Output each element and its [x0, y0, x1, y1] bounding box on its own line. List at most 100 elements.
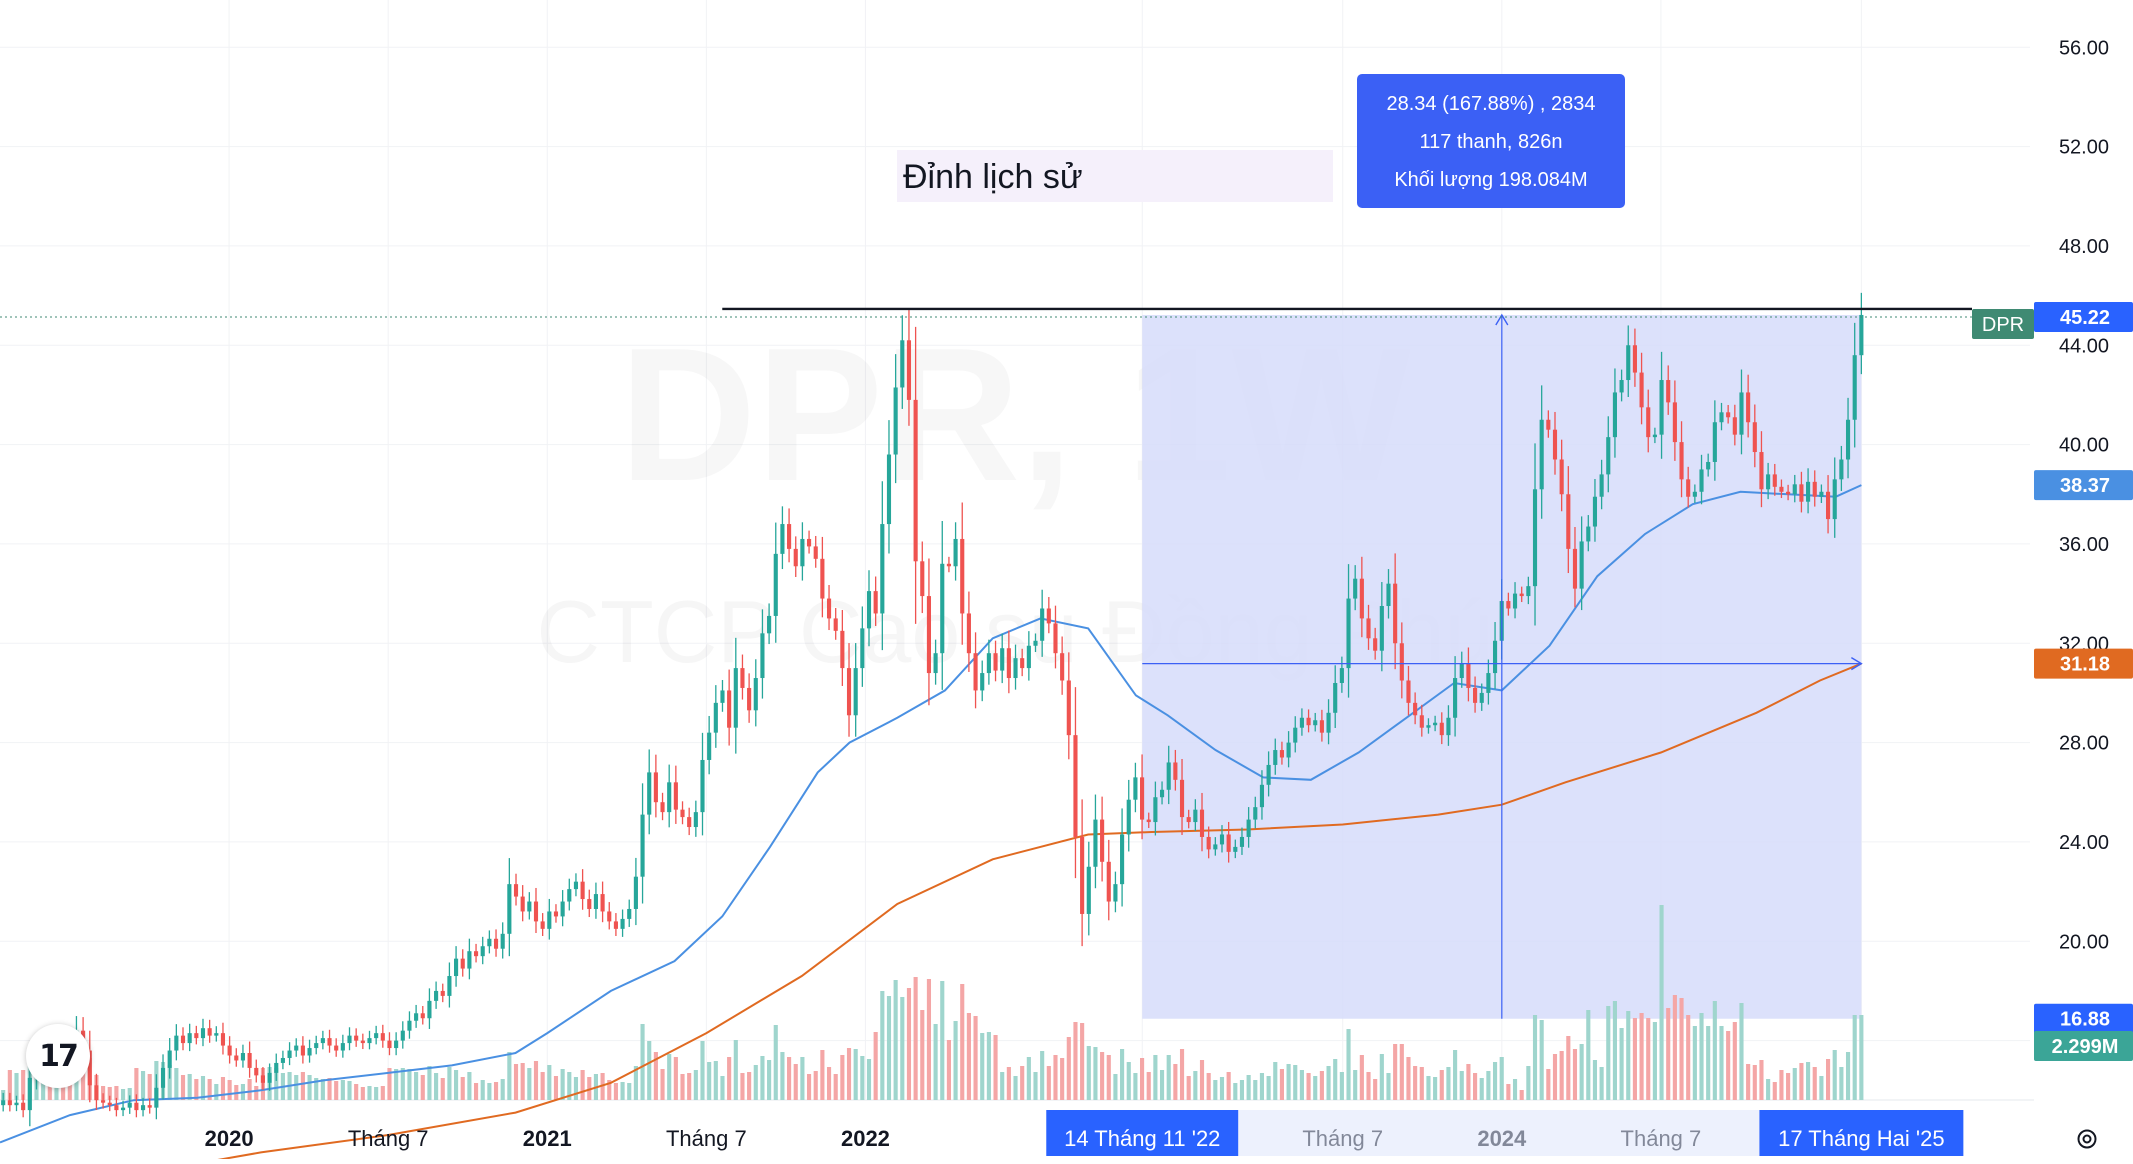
candle-body	[254, 1067, 259, 1076]
volume-bar	[1213, 1080, 1218, 1100]
volume-bar	[460, 1077, 465, 1100]
candle-body	[94, 1085, 99, 1101]
volume-bar	[1126, 1062, 1131, 1100]
volume-bar	[846, 1048, 852, 1100]
candle-body	[420, 1013, 425, 1019]
volume-bar	[1233, 1083, 1238, 1100]
volume-bar	[1845, 1052, 1851, 1100]
candle-body	[1839, 459, 1844, 480]
volume-bar	[893, 980, 898, 1100]
axis-price-label-text: 45.22	[2060, 307, 2110, 329]
candle-body	[1093, 819, 1098, 867]
candle-body	[127, 1102, 132, 1108]
candle-body	[1206, 836, 1211, 850]
candle-body	[540, 921, 545, 929]
volume-bar	[1366, 1072, 1371, 1100]
x-tick-label: 2020	[205, 1126, 254, 1151]
volume-bar	[1060, 1058, 1065, 1100]
volume-bar	[340, 1080, 345, 1100]
candle-body	[1233, 846, 1238, 852]
candle-body	[467, 951, 472, 969]
volume-bar	[1286, 1064, 1291, 1100]
candle-body	[120, 1107, 126, 1111]
candle-body	[660, 802, 665, 813]
candle-body	[1040, 608, 1045, 641]
candle-body	[14, 1102, 19, 1106]
candle-body	[347, 1035, 352, 1044]
volume-bar	[1652, 1022, 1657, 1100]
candle-body	[234, 1055, 239, 1061]
volume-bar	[640, 1024, 645, 1100]
candle-body	[946, 563, 951, 567]
candle-body	[1140, 777, 1145, 820]
candle-body	[653, 772, 658, 803]
volume-bar	[74, 1066, 79, 1100]
volume-bar	[1159, 1070, 1165, 1100]
volume-bar	[533, 1061, 539, 1100]
volume-bar	[1299, 1070, 1304, 1100]
volume-bar	[1226, 1072, 1231, 1100]
candle-body	[314, 1043, 319, 1049]
candle-body	[400, 1030, 405, 1041]
volume-bar	[1712, 1001, 1717, 1100]
measure-info-line: 117 thanh, 826n	[1419, 131, 1562, 153]
candle-body	[1506, 601, 1511, 609]
candle-body	[440, 990, 445, 996]
axis-price-label	[2034, 1003, 2133, 1034]
candle-body	[367, 1038, 372, 1044]
candle-body	[1133, 777, 1138, 800]
x-tick-label-highlight: 14 Tháng 11 '22	[1064, 1126, 1220, 1151]
volume-bar	[873, 1032, 878, 1100]
candle-body	[220, 1033, 226, 1046]
candle-body	[906, 340, 912, 400]
volume-bar	[1253, 1080, 1258, 1100]
candle-body	[1825, 491, 1831, 520]
volume-bar	[513, 1064, 519, 1100]
volume-bar	[1206, 1073, 1211, 1100]
candle-body	[1333, 682, 1338, 713]
candle-body	[1539, 419, 1544, 490]
x-tick-label: 2022	[841, 1126, 890, 1151]
volume-bar	[1353, 1070, 1358, 1100]
tradingview-logo[interactable]: 17	[26, 1024, 90, 1088]
sma-long-line	[188, 662, 1862, 1164]
candle-body	[1026, 645, 1031, 669]
candle-body	[806, 538, 812, 547]
candle-body	[667, 782, 672, 813]
candle-body	[713, 702, 718, 733]
volume-bar	[1306, 1073, 1311, 1100]
candle-body	[1313, 720, 1318, 726]
candle-body	[214, 1033, 219, 1036]
axis-price-label-text: 31.18	[2060, 654, 2110, 676]
candle-body	[1226, 834, 1231, 852]
volume-bar	[327, 1078, 332, 1100]
volume-bar	[1639, 1013, 1644, 1100]
volume-bar	[567, 1072, 572, 1100]
candle-body	[1759, 452, 1764, 490]
candle-body	[980, 673, 985, 691]
measure-info-box	[1357, 74, 1625, 208]
volume-bar	[294, 1075, 299, 1100]
volume-bar	[220, 1077, 226, 1100]
candle-body	[1306, 717, 1311, 726]
volume-bar	[1679, 998, 1684, 1100]
candle-body	[1692, 491, 1697, 497]
candle-body	[1606, 437, 1611, 475]
candle-body	[1219, 834, 1225, 845]
candle-body	[414, 1013, 419, 1021]
settings-gear-icon[interactable]	[2072, 1124, 2102, 1154]
volume-bar	[307, 1075, 312, 1100]
volume-bar	[1659, 905, 1664, 1100]
candle-body	[993, 653, 998, 671]
volume-bar	[314, 1078, 319, 1100]
axis-price-label	[2034, 301, 2133, 332]
candle-body	[1166, 762, 1171, 790]
candle-body	[853, 668, 858, 716]
price-axis[interactable]	[2034, 0, 2133, 1159]
candle-body	[394, 1040, 399, 1049]
volume-bar	[107, 1087, 112, 1100]
volume-bar	[1053, 1055, 1058, 1100]
candle-body	[966, 613, 971, 654]
